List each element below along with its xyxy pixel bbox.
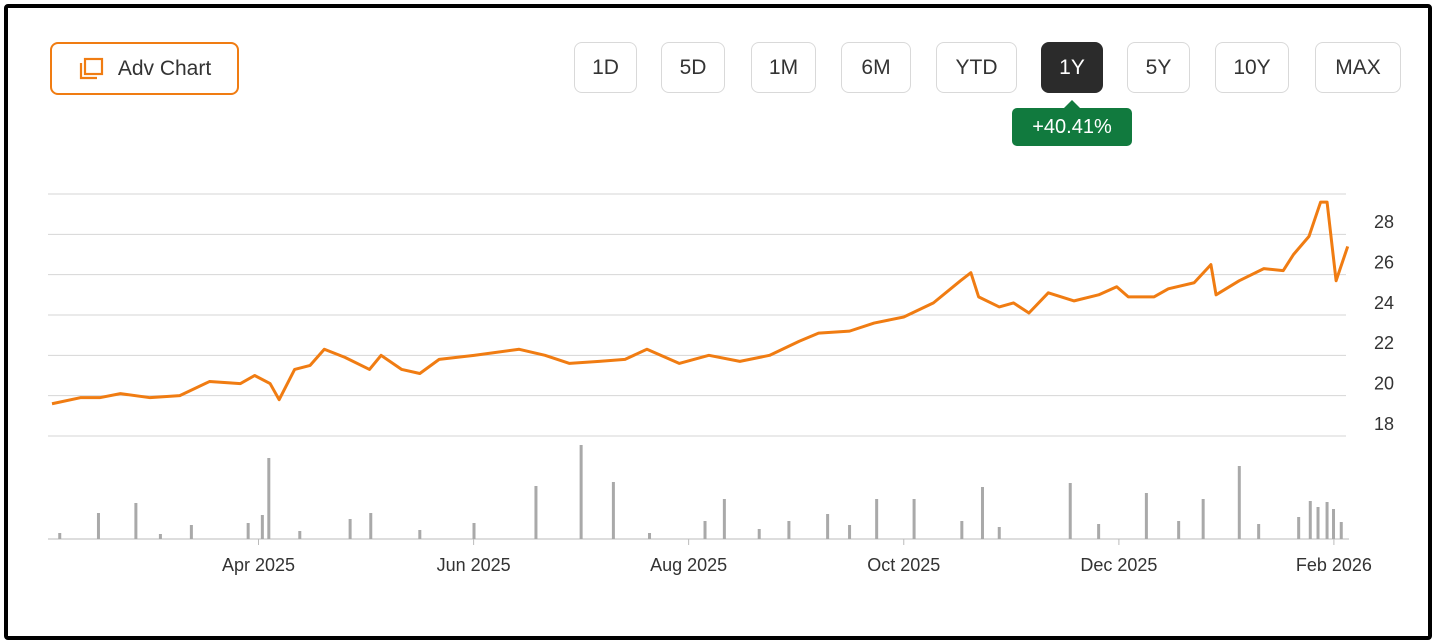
change-badge: +40.41% <box>1012 100 1132 146</box>
volume-bar <box>1068 483 1072 539</box>
y-tick-label: 22 <box>1374 333 1394 353</box>
range-button[interactable]: 10Y <box>1215 42 1289 93</box>
y-tick-label: 20 <box>1374 373 1394 393</box>
y-tick-label: 24 <box>1374 293 1394 313</box>
volume-bar <box>960 521 964 539</box>
range-button[interactable]: YTD <box>936 42 1017 93</box>
volume-bar <box>1332 509 1336 539</box>
volume-bar <box>1097 524 1101 539</box>
volume-bar <box>418 530 422 539</box>
volume-bar <box>1257 524 1261 539</box>
range-button[interactable]: 1D <box>574 42 637 93</box>
y-tick-label: 18 <box>1374 414 1394 434</box>
x-tick-label: Apr 2025 <box>222 555 295 575</box>
range-button[interactable]: 5Y <box>1127 42 1190 93</box>
volume-bar <box>722 499 726 539</box>
volume-bar <box>787 521 791 539</box>
volume-bar <box>369 513 373 539</box>
range-button[interactable]: 1Y <box>1041 42 1103 93</box>
volume-bar <box>703 521 707 539</box>
volume-bar <box>534 486 538 539</box>
volume-bar <box>58 533 62 539</box>
x-tick-label: Jun 2025 <box>437 555 511 575</box>
volume-bar <box>260 515 264 539</box>
volume-bar <box>158 534 162 539</box>
y-tick-label: 28 <box>1374 212 1394 232</box>
volume-bar <box>189 525 193 539</box>
volume-bar <box>472 523 476 539</box>
volume-bar <box>1201 499 1205 539</box>
range-button[interactable]: 5D <box>661 42 725 93</box>
x-tick-label: Dec 2025 <box>1080 555 1157 575</box>
volume-bar <box>1308 501 1312 539</box>
volume-bar <box>134 503 138 539</box>
volume-bar <box>875 499 879 539</box>
volume-bar <box>348 519 352 539</box>
volume-bar <box>1144 493 1148 539</box>
adv-chart-label: Adv Chart <box>117 56 212 80</box>
adv-chart-icon <box>79 57 103 79</box>
volume-bar <box>298 531 302 539</box>
volume-bar <box>848 525 852 539</box>
volume-bar <box>997 527 1001 539</box>
x-tick-label: Oct 2025 <box>867 555 940 575</box>
volume-bar <box>757 529 761 539</box>
x-tick-label: Feb 2026 <box>1296 555 1372 575</box>
adv-chart-button[interactable]: Adv Chart <box>50 42 239 95</box>
volume-bar <box>1297 517 1301 539</box>
volume-bar <box>267 458 271 539</box>
range-button[interactable]: 1M <box>751 42 816 93</box>
volume-bar <box>826 514 830 539</box>
volume-bar <box>96 513 100 539</box>
volume-bar <box>1316 507 1320 539</box>
frame <box>4 4 1432 640</box>
volume-bar <box>1237 466 1241 539</box>
volume-bar <box>648 533 652 539</box>
volume-bar <box>1339 522 1343 539</box>
volume-bar <box>1325 502 1329 539</box>
volume-bar <box>611 482 615 539</box>
y-tick-label: 26 <box>1374 252 1394 272</box>
volume-bar <box>912 499 916 539</box>
volume-bar <box>246 523 250 539</box>
volume-bar <box>1177 521 1181 539</box>
range-button[interactable]: MAX <box>1315 42 1401 93</box>
price-line <box>51 200 1350 406</box>
x-tick-label: Aug 2025 <box>650 555 727 575</box>
range-button[interactable]: 6M <box>841 42 911 93</box>
volume-bar <box>579 445 583 539</box>
volume-bar <box>980 487 984 539</box>
